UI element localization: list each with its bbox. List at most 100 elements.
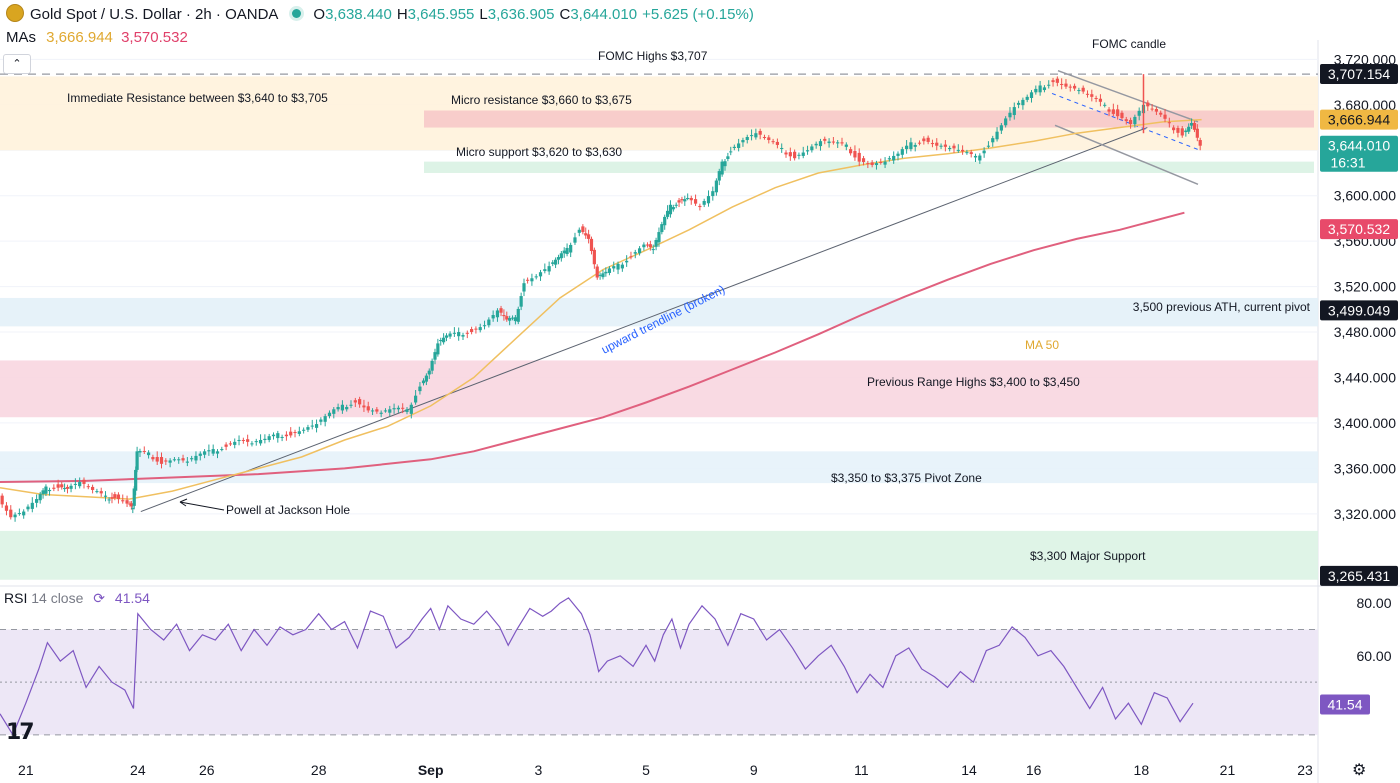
candle-body (131, 508, 135, 510)
candle-body (562, 250, 566, 254)
candle-body (129, 503, 133, 507)
candle-body (952, 145, 956, 149)
candle-body (683, 199, 687, 202)
candle-body (991, 138, 995, 143)
candle-body (405, 409, 409, 412)
candle-body (271, 434, 276, 437)
zone-label: Immediate Resistance between $3,640 to $… (67, 91, 328, 105)
candle-body (327, 412, 332, 417)
time-tick-label: Sep (418, 762, 444, 778)
candle-body (917, 142, 922, 144)
candle-body (840, 142, 844, 144)
candle-body (1116, 109, 1120, 117)
symbol-title[interactable]: Gold Spot / U.S. Dollar · 2h · OANDA (30, 6, 279, 23)
candle-body (228, 443, 233, 445)
candle-body (827, 141, 831, 144)
candle-body (1133, 116, 1137, 125)
candle-body (132, 488, 136, 506)
candle-body (439, 339, 443, 342)
candle-body (172, 459, 177, 461)
candle-body (1072, 85, 1077, 89)
price-label-text: 3,570.532 (1328, 221, 1390, 237)
rsi-tick-label: 60.00 (1356, 648, 1391, 664)
candle-body (1150, 108, 1154, 110)
candle-body (164, 460, 168, 462)
candle-body (135, 451, 139, 470)
candle-body (362, 405, 366, 408)
candle-body (207, 450, 211, 452)
candle-body (788, 152, 792, 157)
zone-label: Previous Range Highs $3,400 to $3,450 (867, 375, 1080, 389)
ma-fast-line (0, 118, 1202, 500)
collapse-legend-button[interactable]: ⌃ (3, 54, 31, 74)
candle-body (732, 146, 736, 148)
candle-body (198, 453, 202, 456)
candle-body (168, 460, 172, 463)
zone-label: Micro support $3,620 to $3,630 (456, 145, 622, 159)
candle-body (1016, 102, 1021, 105)
price-label-text: 3,265.431 (1328, 568, 1390, 584)
candle-body (125, 500, 129, 504)
ma-slow-line (0, 211, 1185, 483)
time-tick-label: 24 (130, 762, 146, 778)
candle-body (1029, 92, 1034, 98)
candle-body (553, 259, 558, 265)
candle-body (1094, 97, 1098, 99)
price-label-text: 3,666.944 (1328, 112, 1390, 128)
countdown-label: 16:31 (1330, 155, 1365, 171)
candle-body (1042, 87, 1047, 91)
channel-upper-line (1057, 70, 1199, 123)
candle-body (233, 441, 237, 445)
powell-label: Powell at Jackson Hole (226, 503, 350, 517)
candle-body (1187, 126, 1191, 132)
ma-fast-value: 3,666.944 (46, 29, 113, 46)
refresh-icon[interactable]: ⟳ (93, 590, 106, 606)
candle-body (1012, 107, 1016, 116)
price-label-text: 3,499.049 (1328, 302, 1390, 318)
time-tick-label: 21 (18, 762, 34, 778)
candle-body (604, 271, 608, 274)
rsi-legend[interactable]: RSI 14 close ⟳ 41.54 (4, 590, 150, 607)
time-tick-label: 18 (1134, 762, 1150, 778)
time-tick-label: 23 (1297, 762, 1313, 778)
settings-gear-icon[interactable]: ⚙ (1352, 762, 1367, 779)
candle-body (215, 451, 220, 454)
candle-body (677, 200, 681, 203)
price-tick-label: 3,720.000 (1334, 51, 1396, 67)
candle-body (392, 408, 396, 410)
candle-body (505, 316, 509, 320)
candle-body (414, 395, 418, 403)
candle-body (1021, 99, 1025, 106)
candle-body (448, 333, 452, 337)
candle-body (177, 459, 181, 461)
candle-body (63, 488, 67, 490)
ma50-label: MA 50 (1025, 338, 1059, 352)
candle-body (671, 207, 675, 210)
candle-body (939, 145, 943, 147)
candle-body (276, 433, 280, 439)
candle-body (706, 196, 711, 204)
fomc-highs-label: FOMC Highs $3,707 (598, 49, 708, 63)
candle-body (418, 386, 422, 392)
candle-body (930, 143, 935, 145)
candle-body (516, 308, 520, 322)
candle-body (1167, 122, 1171, 124)
candle-body (1176, 127, 1180, 133)
ma-slow-value: 3,570.532 (121, 29, 188, 46)
candle-body (487, 319, 491, 326)
candle-body (427, 370, 431, 375)
candle-body (686, 197, 690, 199)
candle-body (723, 161, 727, 167)
price-tick-label: 3,480.000 (1334, 324, 1396, 340)
candle-body (254, 441, 258, 443)
candle-body (9, 509, 13, 518)
candle-body (1081, 87, 1085, 92)
zone-band (0, 530, 1318, 580)
candle-body (297, 431, 301, 434)
candle-body (573, 237, 577, 243)
candle-body (409, 404, 413, 414)
ma-legend[interactable]: MAs 3,666.944 3,570.532 (6, 29, 188, 46)
candle-body (592, 249, 596, 265)
price-label-box (1320, 63, 1398, 84)
